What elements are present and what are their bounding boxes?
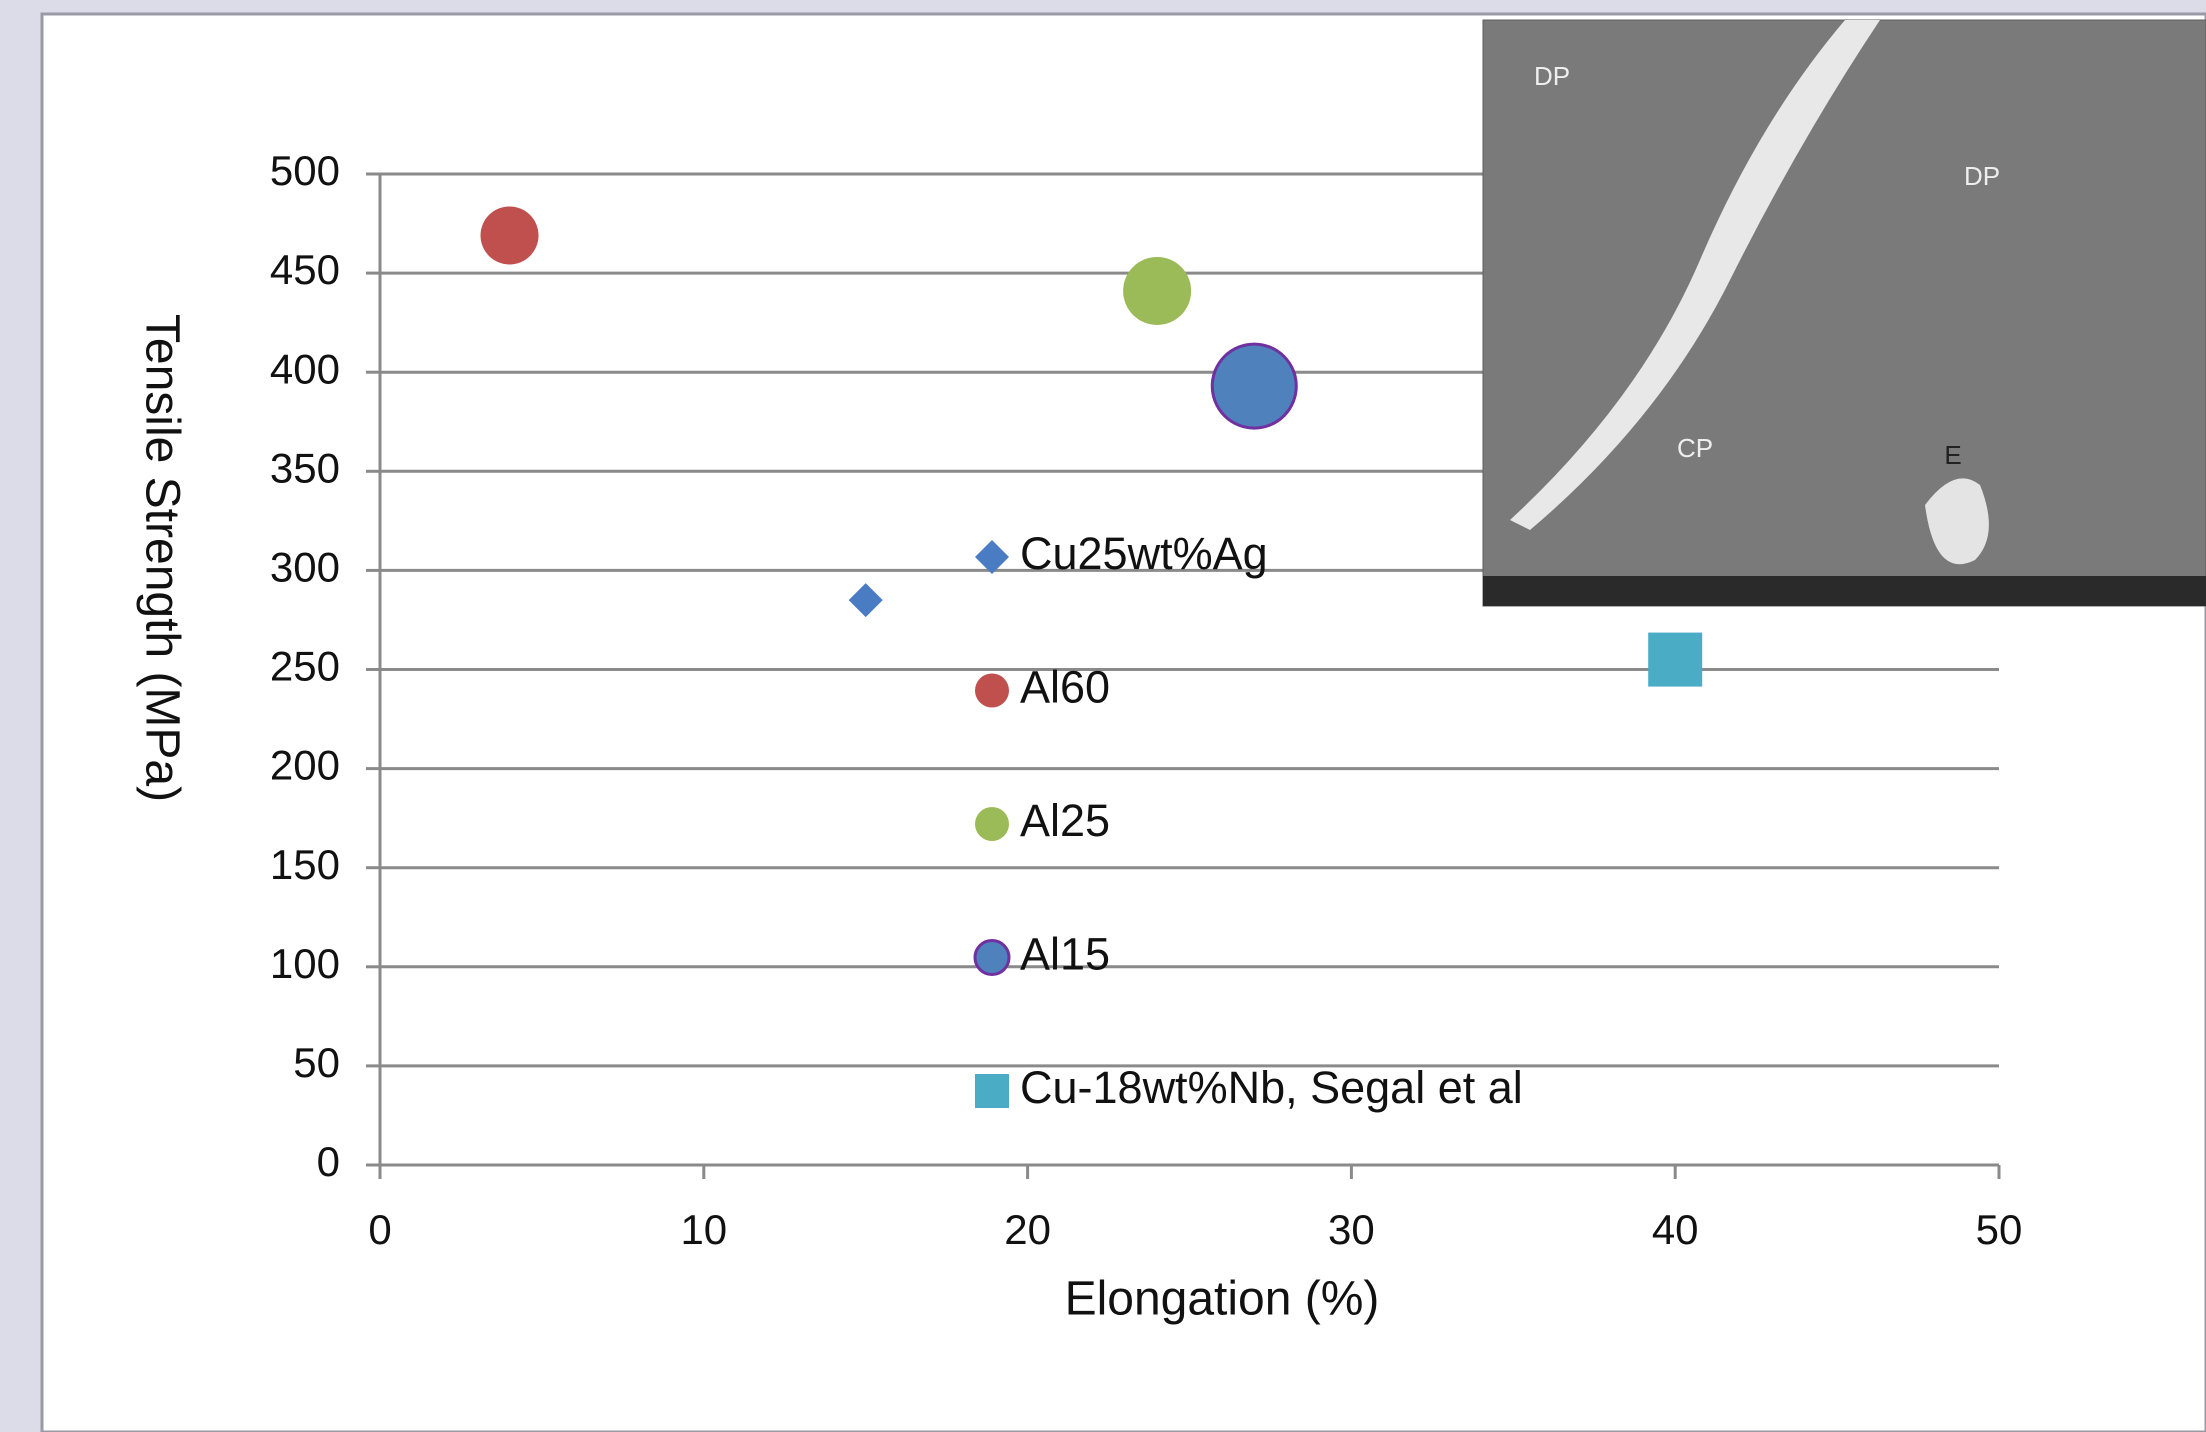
x-tick-label: 20 bbox=[1004, 1206, 1051, 1253]
legend-marker bbox=[975, 941, 1009, 975]
marker bbox=[1123, 257, 1191, 325]
y-tick-label: 50 bbox=[293, 1039, 340, 1086]
x-axis-title: Elongation (%) bbox=[1065, 1273, 1380, 1326]
y-tick-label: 400 bbox=[270, 345, 340, 392]
marker bbox=[1212, 344, 1296, 428]
y-tick-label: 0 bbox=[317, 1138, 340, 1185]
marker bbox=[1648, 633, 1702, 687]
y-tick-label: 250 bbox=[270, 643, 340, 690]
legend-label: Cu25wt%Ag bbox=[1020, 528, 1268, 579]
marker bbox=[481, 206, 539, 264]
inset-label: DP bbox=[1964, 161, 2000, 191]
legend-marker bbox=[975, 807, 1009, 841]
y-tick-label: 450 bbox=[270, 246, 340, 293]
y-tick-label: 350 bbox=[270, 444, 340, 491]
x-tick-label: 30 bbox=[1328, 1206, 1375, 1253]
inset-label: CP bbox=[1677, 433, 1713, 463]
inset-label: E bbox=[1944, 440, 1961, 470]
y-tick-label: 100 bbox=[270, 940, 340, 987]
legend-label: Al15 bbox=[1020, 928, 1110, 979]
y-tick-label: 500 bbox=[270, 147, 340, 194]
x-tick-label: 50 bbox=[1976, 1206, 2023, 1253]
page: 0 50 100 150 200 250 300 350 400 450 500 0 10 20 30 40 5… bbox=[0, 0, 2206, 1432]
y-tick-label: 200 bbox=[270, 742, 340, 789]
legend-label: Al25 bbox=[1020, 795, 1110, 846]
y-axis-title: Tensile Strength (MPa) bbox=[135, 314, 188, 802]
legend-marker bbox=[975, 674, 1009, 708]
legend-label: Cu-18wt%Nb, Segal et al bbox=[1020, 1062, 1523, 1113]
y-tick-label: 150 bbox=[270, 841, 340, 888]
y-tick-label: 300 bbox=[270, 543, 340, 590]
chart: 0 50 100 150 200 250 300 350 400 450 500 0 10 20 30 40 5… bbox=[0, 0, 2206, 1432]
legend-marker bbox=[975, 1074, 1009, 1108]
inset-background bbox=[1483, 20, 2206, 606]
legend-label: Al60 bbox=[1020, 661, 1110, 712]
inset-image: DP DP CP E bbox=[1483, 20, 2206, 606]
x-tick-label: 40 bbox=[1652, 1206, 1699, 1253]
inset-info-bar bbox=[1483, 576, 2206, 606]
x-tick-label: 0 bbox=[368, 1206, 391, 1253]
x-tick-label: 10 bbox=[680, 1206, 727, 1253]
inset-label: DP bbox=[1534, 61, 1570, 91]
